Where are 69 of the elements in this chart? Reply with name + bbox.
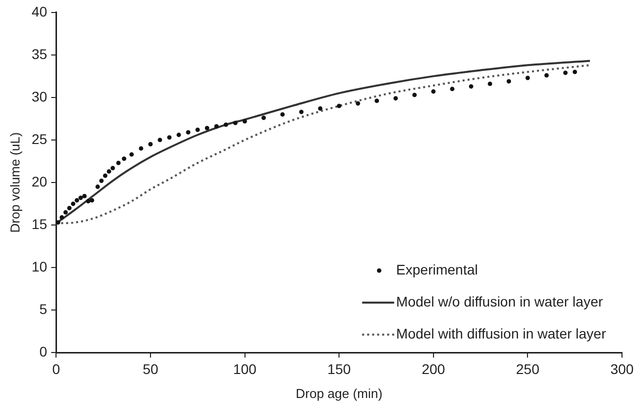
point [299,110,304,114]
point [103,173,108,178]
point [129,152,134,157]
point [63,210,68,214]
point [99,178,104,183]
point [86,199,90,204]
point [261,116,266,120]
y-tick-label: 10 [32,258,48,274]
legend-label: Experimental [396,261,478,278]
point [450,86,454,92]
point [356,101,360,106]
point [158,138,162,142]
point [412,92,417,98]
point [488,82,492,86]
y-tick-label: 30 [32,88,48,104]
x-axis-title: Drop age (min) [296,386,382,401]
point [122,156,126,161]
legend-label: Model with diffusion in water layer [396,325,606,342]
x-tick-label: 150 [327,360,351,377]
point [214,124,219,129]
y-tick-label: 20 [32,173,48,190]
point [204,126,210,130]
point [138,146,144,151]
x-tick-label: 250 [516,360,540,377]
point [67,206,72,210]
y-tick-label: 35 [32,46,48,62]
point [74,198,80,203]
point [60,215,64,220]
point [280,112,285,117]
x-tick-label: 0 [52,360,60,377]
point [116,160,121,166]
point [318,106,322,111]
y-tick-label: 25 [32,130,48,147]
point [56,220,60,225]
point [393,96,398,100]
point [148,142,153,146]
x-tick-label: 100 [233,360,257,377]
x-tick-label: 300 [610,360,634,377]
point [431,89,436,94]
point [233,120,238,126]
y-axis-title: Drop volume (uL) [7,132,22,233]
point [224,122,228,127]
point [544,73,549,78]
point [572,70,578,74]
point [242,119,247,124]
y-tick-label: 15 [32,216,48,232]
point [195,128,200,132]
point [525,76,530,80]
legend-label: Model w/o diffusion in water layer [396,293,604,310]
point [95,184,100,189]
point [374,98,380,104]
y-tick-label: 5 [39,300,48,317]
point [106,169,112,174]
x-tick-label: 50 [142,360,158,377]
point [90,198,94,203]
x-tick-label: 200 [422,360,446,377]
point [468,84,474,89]
point [82,194,87,198]
point [186,130,190,135]
point [78,196,83,200]
point [336,104,342,108]
y-tick-label: 0 [39,343,48,360]
point [110,166,115,170]
point [167,135,172,140]
point [563,70,568,75]
point [70,202,76,206]
y-tick-label: 40 [32,3,48,20]
point [506,79,512,84]
point [176,132,181,138]
